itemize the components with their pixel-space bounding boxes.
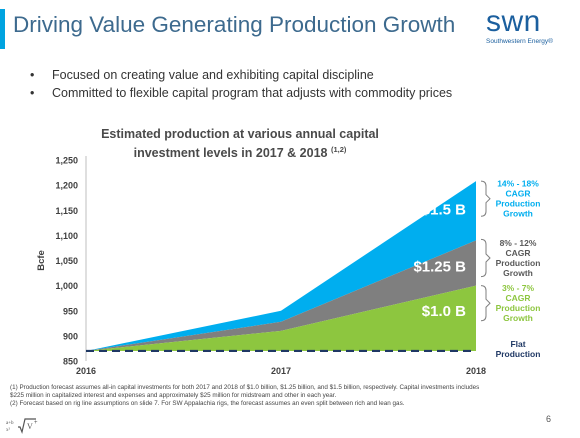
cagr-annotation-line: CAGR bbox=[505, 293, 530, 303]
y-tick-label: 950 bbox=[63, 306, 78, 316]
logo-subtitle-text: Southwestern Energy bbox=[486, 38, 549, 45]
flat-annotation-line: Production bbox=[496, 349, 541, 359]
x-tick-label: 2018 bbox=[466, 366, 486, 376]
y-tick-label: 1,050 bbox=[55, 256, 78, 266]
x-tick-label: 2017 bbox=[271, 366, 291, 376]
logo-subtitle: Southwestern Energy® bbox=[486, 38, 572, 45]
series-area bbox=[86, 285, 476, 351]
bullet-text: Committed to flexible capital program th… bbox=[52, 86, 453, 100]
cagr-annotation-line: 8% - 12% bbox=[500, 238, 537, 248]
y-tick-label: 850 bbox=[63, 357, 78, 367]
cagr-annotation-line: CAGR bbox=[505, 248, 530, 258]
cagr-annotation-line: Growth bbox=[503, 209, 533, 219]
page-title: Driving Value Generating Production Grow… bbox=[13, 12, 456, 37]
y-tick-label: 1,150 bbox=[55, 206, 78, 216]
annotation-bracket bbox=[480, 180, 491, 217]
bullet-glyph: • bbox=[30, 86, 35, 100]
chart-title-line2-text: investment levels in 2017 & 2018 bbox=[133, 146, 328, 161]
x-tick-label: 2016 bbox=[76, 366, 96, 376]
cagr-annotation-line: Growth bbox=[503, 268, 533, 278]
cagr-annotation-line: Production bbox=[496, 303, 541, 313]
bullet-list: • Focused on creating value and exhibitin… bbox=[30, 68, 452, 104]
footnote-1: (1) Production forecast assumes all-in c… bbox=[10, 384, 480, 399]
series-label: $1.0 B bbox=[422, 303, 466, 320]
swn-logo: swn Southwestern Energy® bbox=[486, 5, 572, 46]
title-accent-bar bbox=[0, 9, 5, 49]
chart-title-line2: investment levels in 2017 & 2018 (1,2) bbox=[90, 142, 390, 161]
logo-wordmark: swn bbox=[486, 5, 541, 38]
series-area bbox=[86, 240, 476, 351]
svg-text:+: + bbox=[34, 420, 38, 426]
bullet-item: • Committed to flexible capital program t… bbox=[30, 86, 452, 100]
cagr-annotation-line: Production bbox=[496, 199, 541, 209]
chart-title: Estimated production at various annual c… bbox=[90, 127, 390, 161]
page-number: 6 bbox=[546, 414, 552, 424]
annotation-bracket bbox=[480, 238, 491, 278]
series-area bbox=[86, 181, 476, 351]
series-label: $1.5 B bbox=[422, 202, 466, 219]
bullet-item: • Focused on creating value and exhibitin… bbox=[30, 68, 452, 82]
logo-registered-mark: ® bbox=[548, 38, 553, 45]
cagr-annotation-line: Production bbox=[496, 258, 541, 268]
formula-icon: a+b x² V + bbox=[6, 418, 38, 434]
y-tick-label: 1,000 bbox=[55, 281, 78, 291]
svg-text:a+b: a+b bbox=[6, 421, 14, 426]
footnote-2: (2) Forecast based on rig line assumptio… bbox=[10, 400, 405, 407]
annotation-bracket bbox=[480, 285, 491, 322]
cagr-annotation-line: CAGR bbox=[505, 189, 530, 199]
chart-title-superscript: (1,2) bbox=[330, 145, 347, 154]
footnotes: (1) Production forecast assumes all-in c… bbox=[10, 384, 490, 408]
y-tick-label: 1,100 bbox=[55, 231, 78, 241]
y-axis-label: Bcfe bbox=[36, 250, 47, 271]
series-label: $1.25 B bbox=[413, 259, 466, 276]
bullet-text: Focused on creating value and exhibiting… bbox=[52, 68, 374, 82]
flat-annotation-line: Flat bbox=[510, 339, 525, 349]
y-tick-label: 1,200 bbox=[55, 181, 78, 191]
y-tick-label: 1,250 bbox=[55, 156, 78, 166]
cagr-annotation-line: 14% - 18% bbox=[497, 179, 539, 189]
y-tick-label: 900 bbox=[63, 331, 78, 341]
bullet-glyph: • bbox=[30, 68, 35, 82]
cagr-annotation-line: Growth bbox=[503, 313, 533, 323]
cagr-annotation-line: 3% - 7% bbox=[502, 283, 535, 293]
svg-text:V: V bbox=[27, 422, 33, 431]
svg-text:x²: x² bbox=[6, 427, 11, 433]
chart-title-line1: Estimated production at various annual c… bbox=[101, 127, 379, 141]
